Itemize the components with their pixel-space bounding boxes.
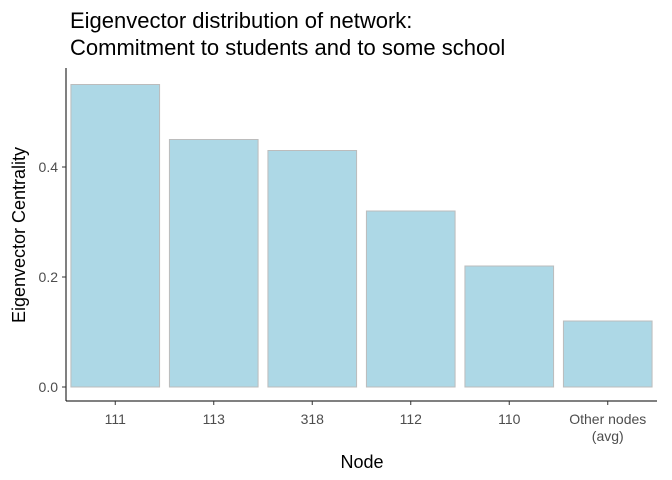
bar-5 [562, 320, 653, 388]
x-axis-title: Node [340, 452, 383, 472]
x-ticks-group: 111 113 318 112 110 Other nodes(avg) [105, 401, 646, 444]
x-tick-label: 112 [400, 411, 423, 427]
y-axis-title: Eigenvector Centrality [9, 147, 29, 323]
bar-2 [267, 150, 358, 388]
bars-group [70, 84, 653, 388]
y-tick-label: 0.4 [39, 159, 59, 175]
x-tick-label: (avg) [592, 428, 624, 444]
bar-4 [464, 265, 555, 388]
y-tick-label: 0.0 [39, 379, 59, 395]
y-tick-label: 0.2 [39, 269, 59, 285]
x-tick-label: 113 [203, 411, 226, 427]
x-tick-label: Other nodes [569, 411, 646, 427]
bar-0 [70, 84, 161, 388]
x-tick-label: 111 [105, 411, 126, 427]
chart-title-line-1: Eigenvector distribution of network: [70, 8, 412, 33]
y-ticks-group: 0.0 0.2 0.4 [39, 159, 66, 395]
bar-3 [365, 210, 456, 388]
chart-title-line-2: Commitment to students and to some schoo… [70, 35, 505, 60]
x-tick-label: 318 [301, 411, 325, 427]
bar-1 [168, 139, 259, 388]
x-tick-label: 110 [498, 411, 521, 427]
